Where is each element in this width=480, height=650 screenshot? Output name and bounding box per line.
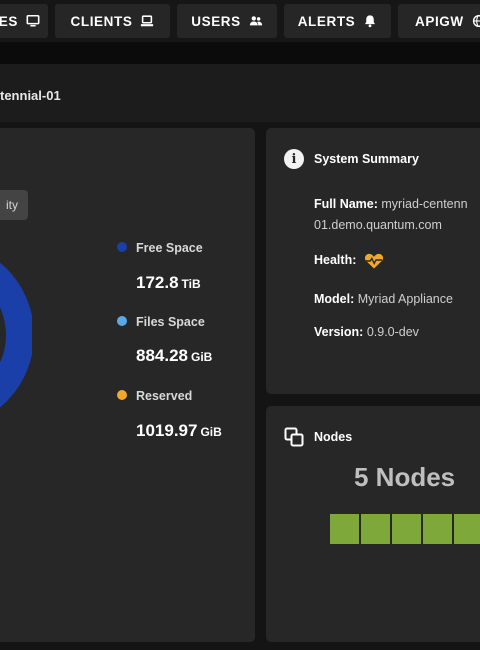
legend-dot-free-space (117, 242, 127, 252)
node-status-strip (330, 514, 480, 544)
node-status-block[interactable] (454, 514, 480, 544)
value-number: 172.8 (136, 273, 179, 292)
top-nav: ES CLIENTS USERS ALERTS APIGW (0, 0, 480, 42)
title-bar (0, 64, 480, 122)
nav-users-button[interactable]: USERS (177, 4, 277, 38)
capacity-panel (0, 128, 255, 642)
model-row: Model: Myriad Appliance (314, 289, 453, 310)
system-summary-header: i System Summary (284, 149, 419, 169)
legend-value-reserved: 1019.97 GiB (136, 421, 222, 441)
nav-nodes-button[interactable]: ES (0, 4, 48, 38)
laptop-icon (141, 15, 154, 27)
nav-apigw-button[interactable]: APIGW (398, 4, 480, 38)
bell-icon (365, 15, 376, 28)
nav-alerts-button[interactable]: ALERTS (284, 4, 391, 38)
model-label: Model: (314, 292, 355, 306)
health-row: Health: (314, 250, 384, 271)
users-icon (249, 16, 262, 26)
node-status-block[interactable] (392, 514, 421, 544)
legend-dot-reserved (117, 390, 127, 400)
globe-icon (472, 14, 480, 28)
value-unit: GiB (200, 425, 222, 439)
copy-icon (284, 427, 304, 447)
nav-label: ES (0, 13, 18, 29)
full-name-value-line1: myriad-centenn (381, 197, 468, 211)
version-value: 0.9.0-dev (366, 325, 419, 339)
health-label: Health: (314, 253, 357, 267)
legend-value-files-space: 884.28 GiB (136, 346, 212, 366)
donut-ring (0, 262, 32, 408)
node-status-block[interactable] (330, 514, 359, 544)
full-name-value-line2: 01.demo.quantum.com (314, 218, 442, 232)
nav-divider (0, 42, 480, 64)
nav-label: APIGW (415, 13, 464, 29)
nodes-header: Nodes (284, 427, 352, 447)
node-status-block[interactable] (361, 514, 390, 544)
full-name-label: Full Name: (314, 197, 378, 211)
monitor-icon (26, 14, 40, 27)
legend-label-files-space: Files Space (136, 315, 205, 329)
system-summary-title: System Summary (314, 152, 419, 166)
nav-label: CLIENTS (70, 13, 133, 29)
nav-clients-button[interactable]: CLIENTS (55, 4, 170, 38)
heartbeat-icon (364, 253, 383, 269)
nodes-title: Nodes (314, 430, 353, 444)
nodes-count: 5 Nodes (354, 462, 456, 492)
nav-label: USERS (191, 13, 241, 29)
value-number: 1019.97 (136, 421, 198, 440)
nav-label: ALERTS (297, 13, 356, 29)
legend-value-free-space: 172.8 TiB (136, 273, 201, 293)
node-status-block[interactable] (423, 514, 452, 544)
value-unit: TiB (181, 277, 201, 291)
capacity-donut-chart (0, 262, 32, 408)
legend-label-free-space: Free Space (136, 241, 203, 255)
version-label: Version: (314, 325, 364, 339)
full-name-row: Full Name: myriad-centenn 01.demo.quantu… (314, 194, 468, 236)
legend-dot-files-space (117, 316, 127, 326)
capacity-tab-label: ity (6, 198, 18, 212)
page-title: tennial-01 (0, 88, 61, 103)
value-number: 884.28 (136, 346, 188, 365)
version-row: Version: 0.9.0-dev (314, 322, 419, 343)
legend-label-reserved: Reserved (136, 389, 193, 403)
capacity-tab[interactable]: ity (0, 190, 28, 220)
value-unit: GiB (191, 350, 213, 364)
info-icon: i (284, 149, 304, 169)
model-value: Myriad Appliance (357, 292, 453, 306)
